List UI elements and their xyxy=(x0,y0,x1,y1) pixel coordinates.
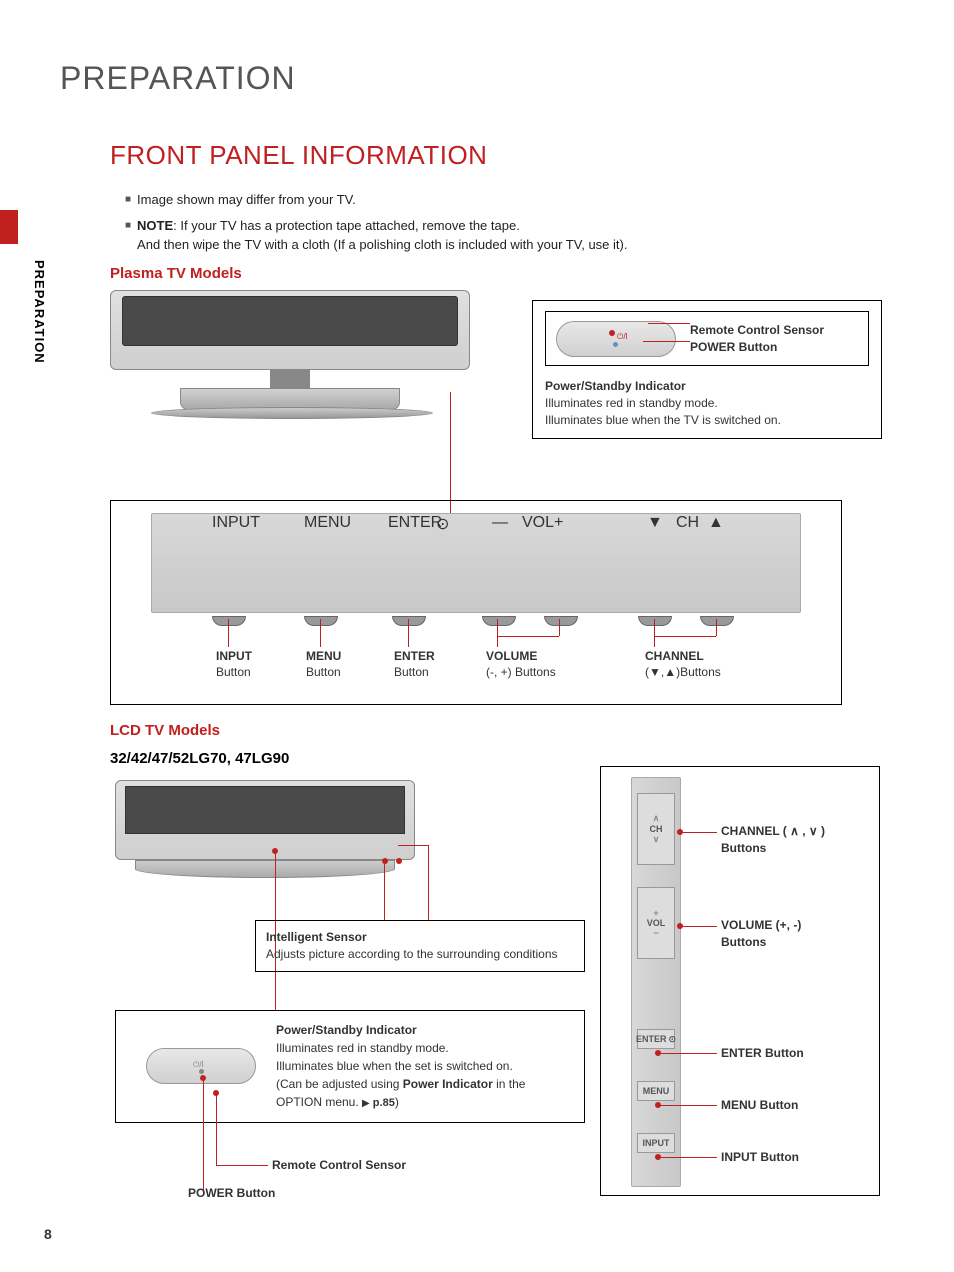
is-title: Intelligent Sensor xyxy=(266,930,367,944)
minus-icon: — xyxy=(492,514,508,532)
section-title: FRONT PANEL INFORMATION xyxy=(110,140,487,171)
is-desc: Adjusts picture according to the surroun… xyxy=(266,947,558,961)
pp-vol-top: VOL xyxy=(522,514,554,532)
enter-icon: ⊙ xyxy=(436,514,449,534)
intro-line1: Image shown may differ from your TV. xyxy=(137,190,356,210)
plasma-heading: Plasma TV Models xyxy=(110,265,242,282)
side-tab xyxy=(0,210,18,244)
page-title: PREPARATION xyxy=(60,60,296,97)
pp-enter-top: ENTER xyxy=(388,514,442,532)
power-button-label: POWER Button xyxy=(690,340,824,354)
pp-menu-top: MENU xyxy=(304,514,351,532)
down-icon: ▼ xyxy=(647,514,663,532)
plasma-button-panel: INPUT MENU ENTER ⊙ — VOL + ▼ CH ▲ INPUTB… xyxy=(110,500,842,705)
lcd-psi-l3b: Power Indicator xyxy=(403,1077,493,1091)
sensor-graphic: ⏻/I xyxy=(556,321,676,357)
vol-minus-button[interactable] xyxy=(482,616,516,626)
ch-up-button[interactable] xyxy=(700,616,734,626)
lcd-psi-l3d: ) xyxy=(395,1095,399,1109)
lcd-remote-sensor-label: Remote Control Sensor xyxy=(272,1158,406,1172)
lcd-psi-l2: Illuminates blue when the set is switche… xyxy=(276,1059,513,1073)
ch-button-group[interactable]: ∧ CH ∨ xyxy=(637,793,675,865)
input-side-button[interactable]: INPUT xyxy=(637,1133,675,1153)
lcd-psi-l3a: (Can be adjusted using xyxy=(276,1077,403,1091)
up-icon: ▲ xyxy=(708,514,724,532)
lcd-side-panel: ∧ CH ∨ + VOL − ENTER ⊙ MENU INPUT CHANNE… xyxy=(600,766,880,1196)
lcd-psi-l1: Illuminates red in standby mode. xyxy=(276,1041,449,1055)
vol-button-group[interactable]: + VOL − xyxy=(637,887,675,959)
psi-l1: Illuminates red in standby mode. xyxy=(545,396,718,410)
lcd-power-button-label: POWER Button xyxy=(188,1186,275,1200)
enter-button[interactable] xyxy=(392,616,426,626)
plasma-tv-diagram xyxy=(110,290,470,430)
plus-icon: + xyxy=(554,514,563,532)
lcd-models: 32/42/47/52LG70, 47LG90 xyxy=(110,750,289,767)
psi-l2: Illuminates blue when the TV is switched… xyxy=(545,413,781,427)
menu-side-button[interactable]: MENU xyxy=(637,1081,675,1101)
pp-ch-top: CH xyxy=(676,514,699,532)
psi-title: Power/Standby Indicator xyxy=(545,379,686,393)
side-label: PREPARATION xyxy=(32,260,47,364)
input-button[interactable] xyxy=(212,616,246,626)
note-label: NOTE xyxy=(137,218,173,233)
note-text1: : If your TV has a protection tape attac… xyxy=(173,218,520,233)
remote-sensor-label: Remote Control Sensor xyxy=(690,323,824,337)
intelligent-sensor-box: Intelligent Sensor Adjusts picture accor… xyxy=(255,920,585,972)
enter-side-button[interactable]: ENTER ⊙ xyxy=(637,1029,675,1049)
menu-button[interactable] xyxy=(304,616,338,626)
note-text2: And then wipe the TV with a cloth (If a … xyxy=(137,237,627,252)
lcd-psi-box: ⏻/I Power/Standby Indicator Illuminates … xyxy=(115,1010,585,1123)
page-number: 8 xyxy=(44,1226,52,1242)
lcd-psi-ref: p.85 xyxy=(373,1097,395,1109)
ch-down-button[interactable] xyxy=(638,616,672,626)
lcd-heading: LCD TV Models xyxy=(110,722,220,739)
pp-input-top: INPUT xyxy=(212,514,260,532)
plasma-callout-box: ⏻/I Remote Control Sensor POWER Button P… xyxy=(532,300,882,439)
intro-block: ■Image shown may differ from your TV. ■ … xyxy=(125,190,855,261)
vol-plus-button[interactable] xyxy=(544,616,578,626)
lcd-psi-title: Power/Standby Indicator xyxy=(276,1023,417,1037)
